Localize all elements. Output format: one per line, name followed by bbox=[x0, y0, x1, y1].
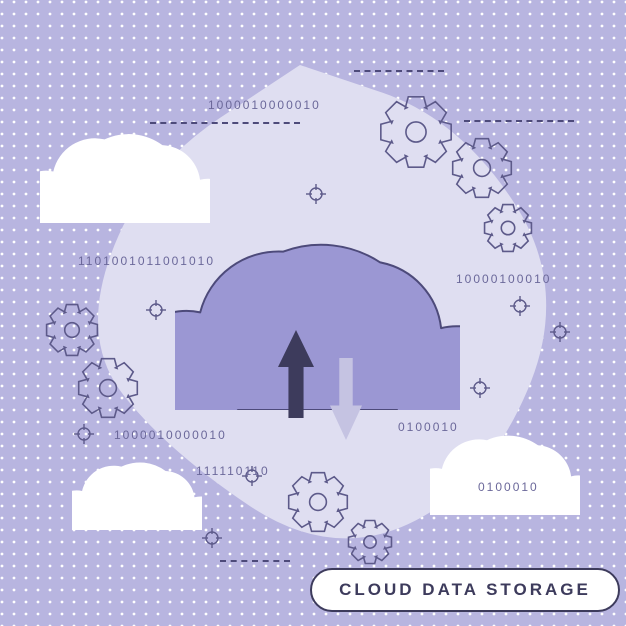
binary-text: 111110110 bbox=[196, 464, 270, 478]
dash-line bbox=[464, 120, 574, 122]
crosshair-icon bbox=[144, 298, 168, 322]
crosshair-icon bbox=[548, 320, 572, 344]
binary-text: 1000010000010 bbox=[114, 428, 227, 442]
crosshair-icon bbox=[468, 376, 492, 400]
gear-icon bbox=[481, 201, 535, 255]
binary-text: 0100010 bbox=[398, 420, 459, 434]
upload-arrow-icon bbox=[278, 330, 314, 418]
title-text: CLOUD DATA STORAGE bbox=[339, 580, 591, 600]
gear-icon bbox=[43, 301, 101, 359]
cloud-white-icon bbox=[72, 458, 202, 530]
binary-text: 1000010000010 bbox=[208, 98, 321, 112]
dash-line bbox=[150, 122, 300, 124]
gear-icon bbox=[377, 93, 455, 171]
binary-text: 1101001011001010 bbox=[78, 254, 215, 268]
cloud-white-icon bbox=[430, 430, 580, 515]
gear-icon bbox=[345, 517, 395, 567]
gear-icon bbox=[75, 355, 141, 421]
cloud-main-icon bbox=[175, 230, 460, 410]
gear-icon bbox=[285, 469, 351, 535]
crosshair-icon bbox=[72, 422, 96, 446]
title-label: CLOUD DATA STORAGE bbox=[310, 568, 620, 612]
download-arrow-icon bbox=[330, 358, 362, 440]
infographic-canvas: 1000010000010 1101001011001010 10000100010… bbox=[0, 0, 626, 626]
binary-text: 0100010 bbox=[478, 480, 539, 494]
dash-line bbox=[354, 70, 444, 72]
gear-icon bbox=[449, 135, 515, 201]
crosshair-icon bbox=[304, 182, 328, 206]
crosshair-icon bbox=[508, 294, 532, 318]
cloud-white-icon bbox=[40, 128, 210, 223]
dash-line bbox=[220, 560, 290, 562]
crosshair-icon bbox=[200, 526, 224, 550]
binary-text: 10000100010 bbox=[456, 272, 551, 286]
